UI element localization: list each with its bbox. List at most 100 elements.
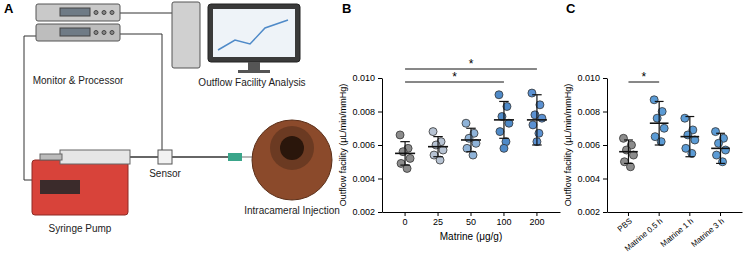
tick-label: Matrine 1 h xyxy=(659,217,695,250)
tick: 0.006 xyxy=(577,140,607,150)
y-axis-title: Outflow facility (μL/min/mmHg) xyxy=(563,84,573,207)
panel-label: C xyxy=(566,1,576,16)
tick: 0.002 xyxy=(352,207,382,217)
tick-mark xyxy=(378,212,382,213)
tick: 100 xyxy=(496,212,511,227)
tick-label: Matrine 0.5 h xyxy=(623,217,665,254)
tubing xyxy=(130,156,158,158)
error-cap xyxy=(532,144,541,145)
node-label: Outflow Facility Analysis xyxy=(198,77,305,88)
point xyxy=(396,131,404,139)
point xyxy=(496,128,504,136)
monitor-stand xyxy=(248,62,260,70)
point xyxy=(528,89,536,97)
tick: Matrine 3 h xyxy=(689,212,725,249)
tick-label: 0.010 xyxy=(352,73,375,83)
iris xyxy=(270,126,314,170)
cables xyxy=(24,13,172,180)
device-button xyxy=(110,11,114,15)
error-cap xyxy=(716,133,725,134)
processor-unit xyxy=(36,24,120,41)
node-label: Intracameral Injection xyxy=(244,205,340,216)
significance-label: * xyxy=(452,70,457,84)
mean-line xyxy=(527,119,547,121)
error-cap xyxy=(685,156,694,157)
pupil xyxy=(280,136,304,160)
device-display xyxy=(60,28,90,36)
pump-body xyxy=(32,160,128,215)
data xyxy=(395,89,547,172)
error-cap xyxy=(466,128,475,129)
tick: 0.004 xyxy=(352,174,382,184)
device-button xyxy=(102,31,106,35)
tick: 0.004 xyxy=(577,174,607,184)
point xyxy=(619,134,627,142)
mean-line xyxy=(681,136,700,138)
tick: 0.008 xyxy=(352,107,382,117)
device-display xyxy=(60,8,90,16)
point xyxy=(650,96,658,104)
cable xyxy=(24,36,36,180)
mean-line xyxy=(619,151,638,153)
figure: A Monitor & Processor Outflow Facility Ana… xyxy=(0,0,750,257)
tick-label: 0.006 xyxy=(577,140,600,150)
tick-label: 25 xyxy=(433,217,443,227)
point xyxy=(500,144,508,152)
mean-line xyxy=(711,148,730,150)
tick-mark xyxy=(378,179,382,180)
node-label: Monitor & Processor xyxy=(33,75,124,86)
panel-label: B xyxy=(342,1,351,16)
point xyxy=(622,146,630,154)
error-cap xyxy=(532,94,541,95)
tick-mark xyxy=(720,212,721,216)
tick-mark xyxy=(603,212,607,213)
error-cap xyxy=(433,136,442,137)
syringe-plunger xyxy=(40,154,62,160)
tick-label: 0.010 xyxy=(577,73,600,83)
point xyxy=(432,141,440,149)
tick-label: 0.002 xyxy=(577,207,600,217)
axis-line xyxy=(607,79,608,213)
tick-label: 0.008 xyxy=(577,107,600,117)
tick-mark xyxy=(405,212,406,216)
screen-graph xyxy=(218,20,288,50)
tick-label: 100 xyxy=(496,217,511,227)
point xyxy=(462,119,470,127)
panel-label: A xyxy=(4,1,14,16)
point xyxy=(429,128,437,136)
tick-label: Matrine 3 h xyxy=(689,217,725,250)
tick-mark xyxy=(471,212,472,216)
cable xyxy=(120,34,162,158)
tick-mark xyxy=(536,212,537,216)
significance-label: * xyxy=(641,70,646,84)
tick-label: 0.004 xyxy=(577,174,600,184)
error-cap xyxy=(499,138,508,139)
chart: B0.0020.0040.0060.0080.01002550100200Out… xyxy=(338,1,561,242)
syringe-barrel xyxy=(60,150,130,164)
point xyxy=(495,91,503,99)
point xyxy=(681,114,689,122)
mean-line xyxy=(494,119,514,121)
point xyxy=(684,131,692,139)
pump-panel xyxy=(40,180,80,194)
tick-label: 0.004 xyxy=(352,174,375,184)
mean-line xyxy=(395,153,415,155)
tick-mark xyxy=(378,78,382,79)
axis-line xyxy=(382,79,383,213)
point xyxy=(653,114,661,122)
device-body xyxy=(36,4,120,21)
error-cap xyxy=(433,156,442,157)
node-label: Syringe Pump xyxy=(49,223,112,234)
tick-label: 0.008 xyxy=(352,107,375,117)
tick: 200 xyxy=(529,212,544,227)
error-cap xyxy=(624,163,633,164)
cable xyxy=(120,13,172,14)
tick-mark xyxy=(378,145,382,146)
tick-mark xyxy=(628,212,629,216)
tubing xyxy=(172,156,228,158)
point xyxy=(529,121,537,129)
point xyxy=(712,128,720,136)
point xyxy=(535,129,543,137)
error-cap xyxy=(655,101,664,102)
point xyxy=(399,148,407,156)
